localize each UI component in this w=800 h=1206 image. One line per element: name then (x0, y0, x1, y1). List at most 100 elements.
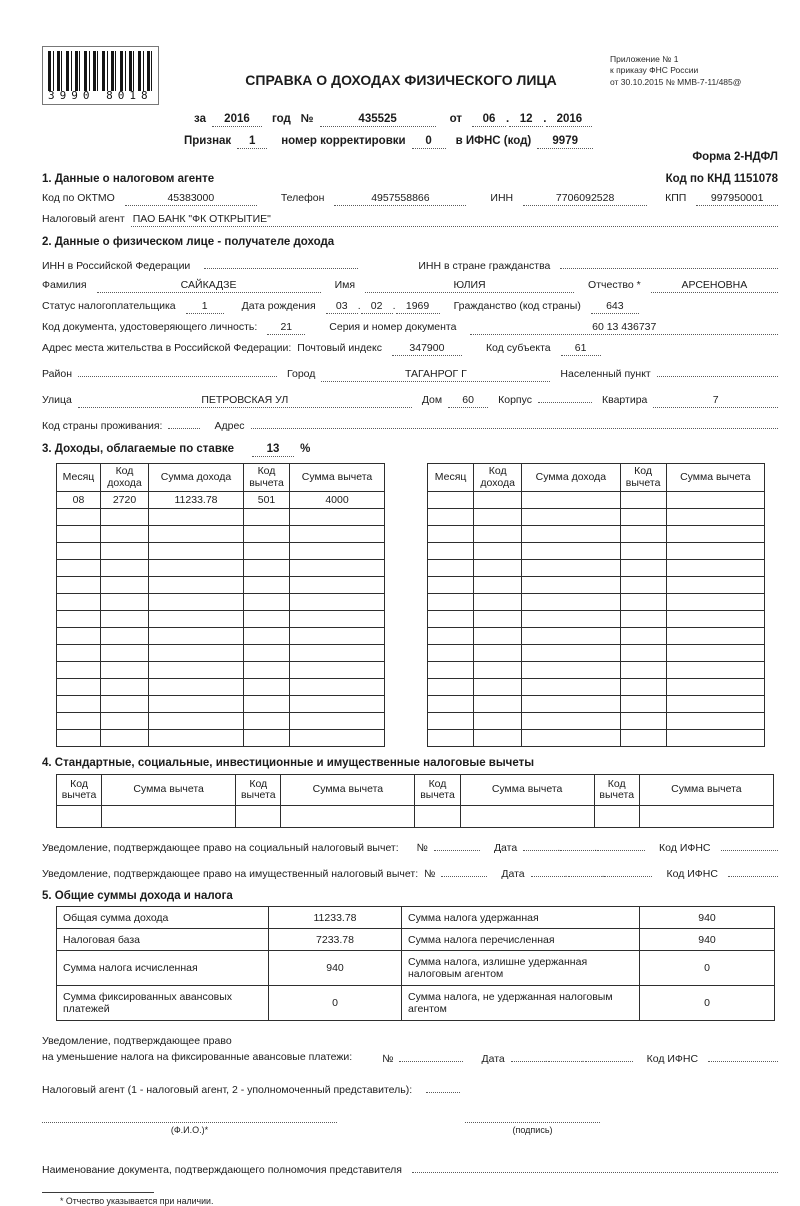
table-row (56, 644, 385, 663)
col-month: Месяц (56, 462, 101, 493)
empty-cell (100, 610, 149, 629)
empty-cell (148, 559, 244, 578)
empty-cell (56, 542, 101, 561)
date-day-field (530, 863, 565, 878)
empty-cell (100, 508, 149, 527)
income-sum-cell: 11233.78 (148, 491, 244, 510)
empty-cell (426, 508, 475, 527)
date-month-field (567, 863, 602, 878)
empty-cell (148, 593, 244, 612)
tax-withheld-label: Сумма налога удержанная (401, 906, 640, 930)
empty-cell (665, 610, 766, 629)
tax-transferred-value: 940 (639, 928, 775, 952)
empty-cell (619, 627, 667, 646)
totals-row: Сумма налога исчисленная 940 Сумма налог… (56, 950, 775, 987)
empty-cell (56, 610, 101, 629)
building-field (538, 389, 592, 403)
citizenship-field: 643 (590, 300, 639, 314)
empty-cell (148, 712, 244, 731)
empty-cell (521, 729, 621, 748)
empty-cell (243, 729, 290, 748)
empty-cell (473, 712, 523, 731)
deductions-table-body (55, 805, 775, 829)
empty-cell (473, 678, 523, 697)
date-month-field: 12 (509, 113, 544, 127)
year-field: 2016 (211, 113, 262, 127)
table-row (56, 695, 385, 714)
barcode-block: 3990 8018 (42, 46, 192, 105)
postcode-field: 347900 (391, 342, 462, 356)
table-row: Код вычета Сумма вычета Код вычета Сумма… (55, 774, 775, 807)
date-separator: . (392, 300, 396, 312)
district-field (78, 363, 277, 377)
barcode: 3990 8018 (42, 46, 159, 105)
empty-cell (665, 508, 766, 527)
tax-base-value: 7233.78 (268, 928, 402, 952)
doc-code-field: 21 (267, 321, 306, 335)
totals-row: Сумма фиксированных авансовых платежей 0… (56, 985, 775, 1022)
header: 3990 8018 СПРАВКА О ДОХОДАХ ФИЗИЧЕСКОГО … (42, 46, 778, 105)
totals-row: Общая сумма дохода 11233.78 Сумма налога… (56, 906, 775, 930)
date-year-field: 2016 (546, 113, 593, 127)
deduct-code-cell: 501 (243, 491, 290, 510)
empty-cell (148, 508, 244, 527)
date-month-field (560, 837, 595, 852)
table-row: Месяц Код дохода Сумма дохода Код вычета… (56, 462, 385, 493)
empty-cell (665, 661, 766, 680)
empty-cell (426, 593, 475, 612)
agent-name-field: ПАО БАНК "ФК ОТКРЫТИЕ" (130, 213, 778, 227)
barcode-digits: 3990 8018 (48, 89, 153, 102)
empty-cell (619, 508, 667, 527)
empty-cell (56, 508, 101, 527)
empty-cell (56, 661, 101, 680)
empty-cell (243, 712, 290, 731)
empty-cell (101, 805, 237, 829)
address2-label: Адрес (214, 420, 245, 432)
table-row (56, 712, 385, 731)
empty-cell (426, 627, 475, 646)
table-row (426, 661, 766, 680)
empty-cell (289, 508, 385, 527)
year-number-line: за 2016 год № 435525 от 06 . 12 . 2016 (194, 113, 778, 127)
totals-table-body: Общая сумма дохода 11233.78 Сумма налога… (56, 906, 775, 1022)
empty-cell (619, 695, 667, 714)
empty-cell (100, 712, 149, 731)
tax-base-label: Налоговая база (56, 928, 269, 952)
agent-sign-type-label: Налоговый агент (1 - налоговый агент, 2 … (42, 1083, 413, 1096)
empty-cell (289, 729, 385, 748)
empty-cell (619, 644, 667, 663)
signature-row: (Ф.И.О.)* (подпись) (42, 1110, 778, 1135)
empty-cell (593, 805, 640, 829)
advance-notice-row: Уведомление, подтверждающее право на уме… (42, 1033, 778, 1066)
ifns-code-label: Код ИФНС (666, 868, 718, 881)
empty-cell (619, 729, 667, 748)
section3-heading-row: 3. Доходы, облагаемые по ставке 13 % (42, 443, 778, 457)
empty-cell (521, 508, 621, 527)
table-row (56, 593, 385, 612)
appendix-line: от 30.10.2015 № ММВ-7-11/485@ (610, 76, 742, 87)
inn-foreign-label: ИНН в стране гражданства (418, 260, 551, 272)
empty-cell (100, 525, 149, 544)
certificate-number-field: 435525 (319, 113, 436, 127)
date-day-field: 06 (471, 113, 506, 127)
empty-cell (426, 729, 475, 748)
ifns-code-field: 9979 (537, 135, 594, 149)
country-address-row: Код страны проживания: Адрес (42, 415, 778, 432)
col-deduct-sum: Сумма вычета (459, 774, 595, 807)
date-separator: . (594, 842, 598, 855)
empty-cell (473, 593, 523, 612)
empty-cell (473, 695, 523, 714)
empty-cell (521, 542, 621, 561)
appendix-note: Приложение № 1 к приказу ФНС России от 3… (610, 46, 778, 88)
address-index-row: Адрес места жительства в Российской Феде… (42, 342, 778, 356)
table-row (426, 542, 766, 561)
section2-heading: 2. Данные о физическом лице - получателе… (42, 236, 335, 248)
empty-cell (148, 576, 244, 595)
table-row (56, 627, 385, 646)
ot-label: от (449, 113, 462, 125)
section1-heading-row: 1. Данные о налоговом агенте Код по КНД … (42, 164, 778, 185)
empty-cell (619, 593, 667, 612)
number-sign-label: № (416, 842, 428, 855)
birth-month-field: 02 (360, 300, 393, 314)
tax-rate-field: 13 (252, 443, 295, 457)
